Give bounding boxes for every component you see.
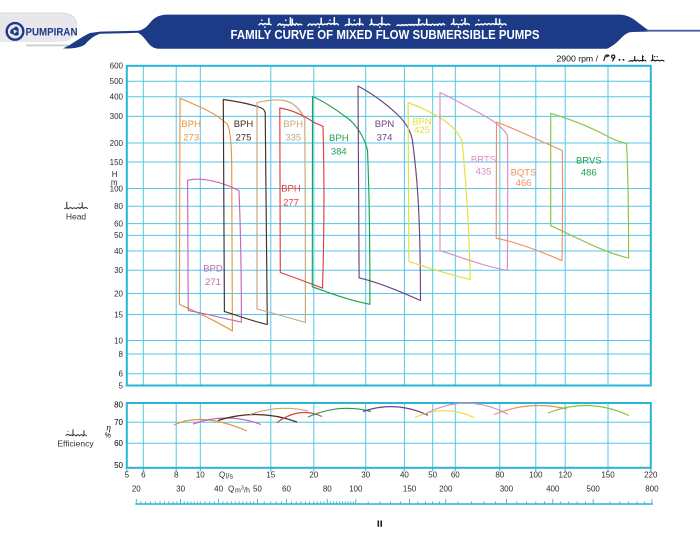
svg-text:30: 30 xyxy=(176,485,185,494)
svg-text:20: 20 xyxy=(309,471,318,480)
svg-text:BPH: BPH xyxy=(329,133,349,144)
svg-text:200: 200 xyxy=(110,139,124,148)
svg-text:500: 500 xyxy=(110,77,124,86)
svg-text:H: H xyxy=(112,170,118,179)
svg-text:300: 300 xyxy=(110,112,124,121)
svg-text:500: 500 xyxy=(587,485,601,494)
svg-text:PUMPIRAN: PUMPIRAN xyxy=(26,26,78,38)
svg-text:BPN: BPN xyxy=(375,119,395,130)
svg-text:30: 30 xyxy=(361,471,370,480)
svg-text:150: 150 xyxy=(601,471,615,480)
svg-text:3: 3 xyxy=(241,486,244,492)
svg-text:60: 60 xyxy=(114,439,123,448)
svg-text:60: 60 xyxy=(451,471,460,480)
svg-text:60: 60 xyxy=(114,219,123,228)
svg-text:466: 466 xyxy=(516,178,532,189)
svg-text:374: 374 xyxy=(377,132,393,143)
svg-text:6: 6 xyxy=(119,370,124,379)
svg-text:Efficiency: Efficiency xyxy=(57,439,94,449)
svg-text:BRVS: BRVS xyxy=(576,156,602,167)
svg-text:40: 40 xyxy=(400,471,409,480)
svg-text:8: 8 xyxy=(174,471,179,480)
svg-text:Q: Q xyxy=(219,471,225,480)
svg-text:10: 10 xyxy=(114,336,123,345)
svg-text:Q: Q xyxy=(228,485,234,494)
svg-text:600: 600 xyxy=(110,62,124,71)
svg-text:800: 800 xyxy=(645,485,659,494)
svg-text:10: 10 xyxy=(196,471,205,480)
svg-text:8: 8 xyxy=(119,350,124,359)
svg-text:BPH: BPH xyxy=(181,119,201,130)
svg-text:BPD: BPD xyxy=(203,264,223,275)
svg-text:100: 100 xyxy=(349,485,363,494)
svg-text:BPH: BPH xyxy=(281,184,301,195)
svg-text:5: 5 xyxy=(119,381,124,390)
svg-text:80: 80 xyxy=(323,485,332,494)
svg-text:80: 80 xyxy=(114,202,123,211)
svg-text:BRTS: BRTS xyxy=(471,155,496,166)
svg-text:5: 5 xyxy=(125,471,130,480)
svg-text:277: 277 xyxy=(283,198,299,209)
svg-text:m: m xyxy=(235,488,241,495)
svg-text:40: 40 xyxy=(214,485,223,494)
svg-text:FAMILY CURVE OF MIXED FLOW SUB: FAMILY CURVE OF MIXED FLOW SUBMERSIBLE P… xyxy=(231,27,540,42)
svg-text:100: 100 xyxy=(529,471,543,480)
svg-text:275: 275 xyxy=(236,132,252,143)
svg-text:BQTS: BQTS xyxy=(511,168,537,179)
svg-text:40: 40 xyxy=(114,247,123,256)
svg-text:150: 150 xyxy=(110,158,124,167)
svg-text:20: 20 xyxy=(114,289,123,298)
svg-text:60: 60 xyxy=(282,485,291,494)
svg-text:400: 400 xyxy=(110,93,124,102)
svg-text:435: 435 xyxy=(476,166,492,177)
svg-text:50: 50 xyxy=(253,485,262,494)
svg-text:80: 80 xyxy=(495,471,504,480)
svg-text:η: η xyxy=(107,423,112,432)
svg-text:15: 15 xyxy=(266,471,275,480)
svg-text:15: 15 xyxy=(114,310,123,319)
svg-text:l/s: l/s xyxy=(226,474,234,481)
svg-text:30: 30 xyxy=(114,266,123,275)
svg-text:BPH: BPH xyxy=(283,119,303,130)
svg-text:220: 220 xyxy=(644,471,658,480)
svg-text:BPH: BPH xyxy=(234,119,254,130)
svg-text:m: m xyxy=(111,178,118,187)
svg-text:50: 50 xyxy=(428,471,437,480)
svg-text:120: 120 xyxy=(559,471,573,480)
svg-text:486: 486 xyxy=(581,168,597,179)
svg-text:100: 100 xyxy=(110,184,124,193)
svg-text:50: 50 xyxy=(114,461,123,470)
svg-text:/h: /h xyxy=(244,488,250,495)
svg-text:Head: Head xyxy=(66,212,87,222)
svg-text:50: 50 xyxy=(114,231,123,240)
svg-text:200: 200 xyxy=(439,485,453,494)
svg-text:425: 425 xyxy=(414,125,430,136)
svg-text:2900 rpm /: 2900 rpm / xyxy=(556,54,598,64)
svg-text:384: 384 xyxy=(331,146,347,157)
svg-text:%: % xyxy=(105,433,111,440)
svg-text:70: 70 xyxy=(114,418,123,427)
svg-text:335: 335 xyxy=(285,132,301,143)
svg-text:6: 6 xyxy=(141,471,146,480)
svg-text:400: 400 xyxy=(546,485,560,494)
svg-text:20: 20 xyxy=(132,485,141,494)
svg-text:271: 271 xyxy=(205,277,221,288)
svg-text:80: 80 xyxy=(114,400,123,409)
svg-text:150: 150 xyxy=(403,485,417,494)
svg-text:273: 273 xyxy=(183,132,199,143)
svg-text:BPN: BPN xyxy=(412,116,432,127)
svg-text:300: 300 xyxy=(500,485,514,494)
